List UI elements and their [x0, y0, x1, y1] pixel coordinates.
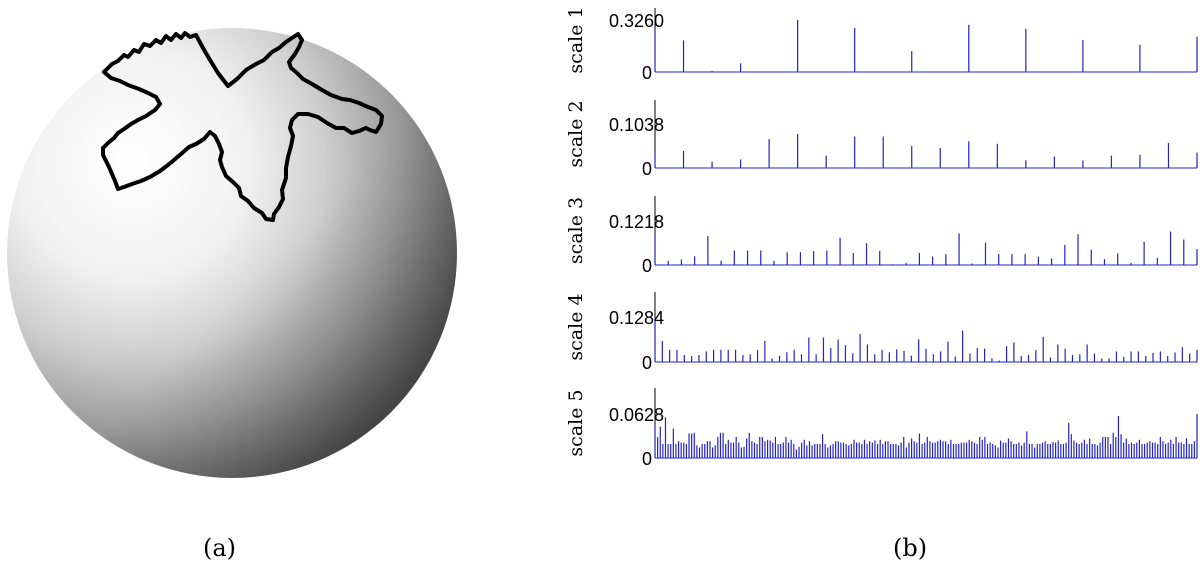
ytick-zero-label: 0: [642, 63, 652, 83]
ylabel: scale 4: [565, 293, 587, 360]
scale-panel-2: 0.1038 0 scale 2: [565, 100, 1198, 179]
ylabel: scale 1: [565, 6, 587, 73]
ytick-max-label: 0.1284: [609, 308, 664, 328]
ylabel: scale 2: [565, 100, 587, 167]
ytick-zero-label: 0: [642, 353, 652, 373]
contour-curve: [101, 31, 384, 222]
ytick-zero-label: 0: [642, 449, 652, 469]
sphere-shadow: [7, 28, 457, 478]
ylabel: scale 5: [565, 389, 587, 456]
ytick-max-label: 0.1218: [609, 212, 664, 232]
ytick-max-label: 0.1038: [609, 115, 664, 135]
ylabel: scale 3: [565, 197, 587, 264]
ytick-max-label: 0.0628: [609, 405, 664, 425]
scale-panel-5: 0.0628 0 scale 5: [565, 388, 1198, 469]
sphere-figure: [7, 28, 457, 478]
scale-panel-4: 0.1284 0 scale 4: [565, 292, 1198, 373]
scale-panel-1: 0.3260 0 scale 1: [565, 6, 1198, 83]
caption-a: (a): [203, 534, 237, 562]
caption-b: (b): [893, 534, 928, 562]
ytick-zero-label: 0: [642, 256, 652, 276]
ytick-zero-label: 0: [642, 159, 652, 179]
ytick-max-label: 0.3260: [609, 11, 664, 31]
scale-panel-3: 0.1218 0 scale 3: [565, 196, 1198, 276]
